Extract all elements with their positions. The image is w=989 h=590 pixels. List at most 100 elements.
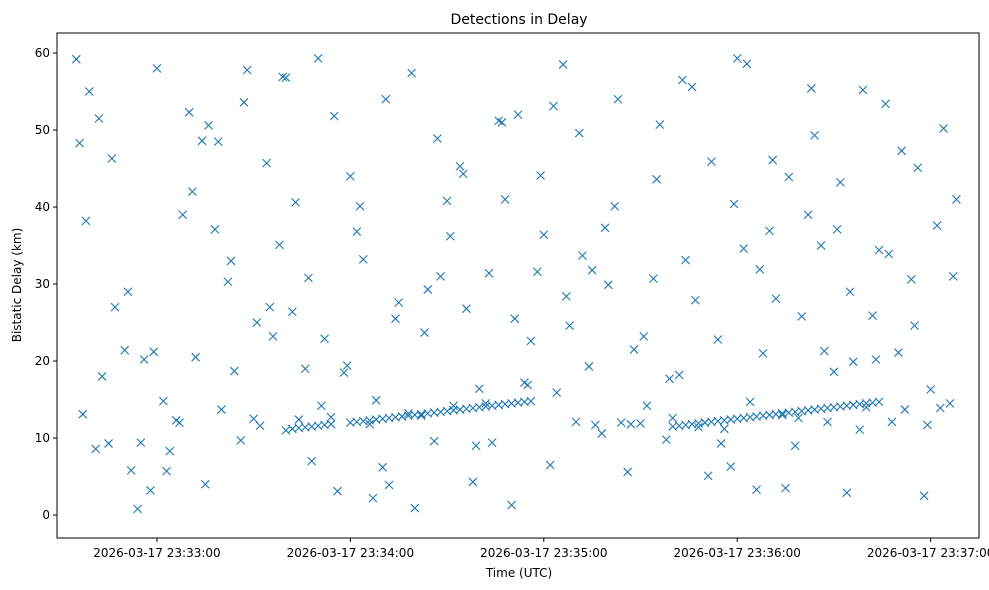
- data-point: [84, 87, 94, 96]
- data-point: [226, 256, 236, 266]
- data-point: [191, 352, 201, 362]
- y-tick-label: 40: [35, 200, 50, 214]
- data-point: [845, 287, 855, 297]
- data-point: [703, 471, 713, 481]
- data-point: [726, 462, 736, 471]
- data-point: [255, 421, 265, 431]
- data-point: [629, 345, 639, 354]
- data-point: [300, 364, 310, 374]
- data-point: [223, 277, 233, 287]
- data-point: [252, 318, 262, 327]
- data-point: [752, 485, 761, 495]
- data-point: [188, 187, 197, 197]
- data-point: [661, 435, 671, 444]
- data-point: [597, 429, 607, 438]
- data-point: [797, 311, 807, 321]
- data-point: [81, 216, 91, 226]
- data-point: [545, 460, 555, 470]
- data-point: [333, 486, 342, 496]
- data-point: [304, 273, 313, 283]
- data-point: [681, 255, 691, 265]
- data-point: [120, 345, 130, 355]
- data-point: [91, 444, 101, 454]
- data-point: [739, 244, 749, 254]
- data-point: [935, 403, 945, 413]
- data-point: [236, 435, 246, 445]
- y-tick-label: 10: [35, 431, 50, 445]
- data-point: [526, 336, 536, 346]
- data-point: [803, 210, 813, 220]
- data-point: [565, 321, 574, 331]
- data-point: [816, 241, 826, 250]
- data-point: [636, 419, 645, 428]
- data-point: [678, 75, 687, 85]
- data-point: [523, 380, 533, 390]
- x-tick-label: 2026-03-17 23:34:00: [287, 546, 414, 560]
- x-axis: 2026-03-17 23:33:00 2026-03-17 23:34:00 20…: [93, 538, 989, 560]
- data-point: [810, 131, 819, 140]
- data-point: [694, 422, 703, 432]
- data-series: [71, 54, 961, 514]
- data-point: [152, 64, 162, 73]
- data-point: [278, 72, 288, 82]
- data-point: [371, 395, 381, 405]
- data-point: [871, 355, 881, 364]
- data-point: [175, 418, 184, 428]
- data-point: [420, 328, 429, 337]
- data-point: [107, 154, 117, 163]
- data-point: [716, 439, 726, 448]
- data-point: [574, 128, 584, 138]
- data-point: [468, 477, 478, 487]
- x-axis-label: Time (UTC): [485, 566, 552, 580]
- data-point: [497, 117, 507, 127]
- data-point: [881, 99, 890, 109]
- data-point: [365, 419, 375, 429]
- data-point: [690, 295, 700, 305]
- data-point: [262, 158, 271, 168]
- data-point: [781, 483, 790, 493]
- data-point: [758, 348, 768, 358]
- data-point: [794, 413, 803, 423]
- data-point: [242, 65, 252, 75]
- data-point: [162, 466, 171, 476]
- data-point: [287, 307, 297, 317]
- data-point: [265, 302, 275, 312]
- y-tick-label: 60: [35, 46, 50, 60]
- data-point: [755, 265, 765, 274]
- data-point: [381, 94, 391, 104]
- data-point: [855, 425, 865, 434]
- data-point: [94, 114, 104, 123]
- data-point: [590, 420, 600, 430]
- data-point: [436, 271, 446, 281]
- data-point: [848, 357, 858, 367]
- data-point: [139, 355, 149, 364]
- data-point: [275, 240, 284, 250]
- data-point: [178, 210, 188, 220]
- data-point: [687, 82, 697, 92]
- data-point: [932, 221, 942, 230]
- data-point: [378, 462, 387, 472]
- data-point: [294, 415, 304, 424]
- data-point: [626, 419, 636, 429]
- data-point: [429, 436, 439, 446]
- data-point: [481, 399, 491, 408]
- y-tick-label: 50: [35, 123, 50, 137]
- data-point: [923, 420, 932, 430]
- data-point: [239, 97, 249, 107]
- data-point: [613, 94, 623, 104]
- data-point: [919, 491, 929, 501]
- data-point: [355, 201, 365, 211]
- data-point: [133, 504, 142, 514]
- data-point: [268, 332, 278, 341]
- data-point: [790, 441, 800, 451]
- data-point: [326, 419, 336, 429]
- data-point: [342, 361, 352, 371]
- data-point: [729, 199, 739, 209]
- data-point: [884, 249, 894, 259]
- data-point: [165, 446, 175, 456]
- data-point: [126, 466, 136, 475]
- data-point: [539, 230, 549, 240]
- data-point: [316, 401, 326, 411]
- y-tick-label: 30: [35, 277, 50, 291]
